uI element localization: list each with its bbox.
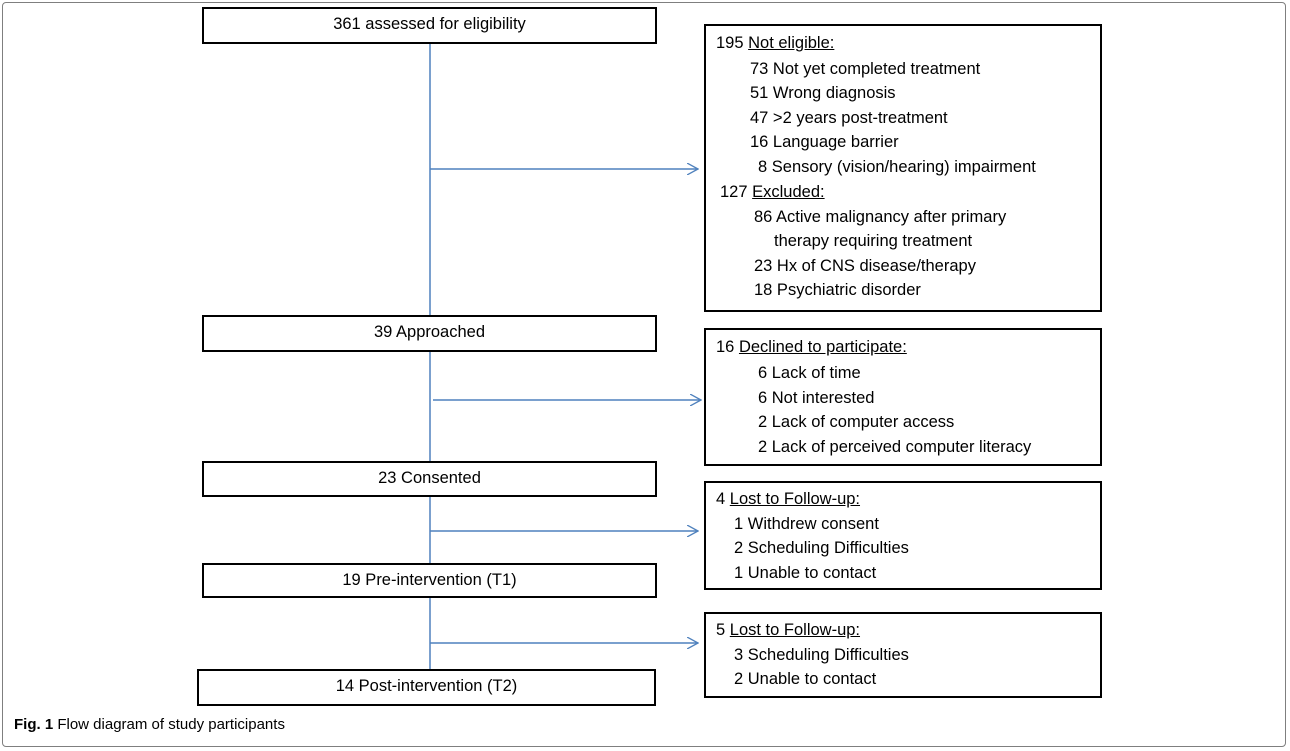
lost-followup-1-item: 2 Scheduling Difficulties [734, 539, 909, 557]
post-intervention-label: 14 Post-intervention (T2) [335, 677, 518, 695]
lost-followup-2-label: Lost to Follow-up: [729, 621, 861, 639]
consented-label: 23 Consented [378, 469, 481, 487]
not-eligible-item: 51 Wrong diagnosis [750, 84, 896, 102]
lost-followup-1-box: 4 Lost to Follow-up: 1 Withdrew consent … [704, 481, 1102, 590]
pre-intervention-box: 19 Pre-intervention (T1) [202, 563, 657, 598]
declined-count: 16 [716, 338, 735, 356]
lost-followup-2-count: 5 [716, 621, 726, 639]
figure-caption-text: Flow diagram of study participants [53, 716, 285, 733]
assessed-label: 361 assessed for eligibility [333, 15, 526, 33]
excluded-item: 23 Hx of CNS disease/therapy [754, 257, 976, 275]
not-eligible-heading: 195 Not eligible: [716, 32, 834, 55]
lost-followup-1-item: 1 Withdrew consent [734, 515, 879, 533]
not-eligible-item: 8 Sensory (vision/hearing) impairment [758, 158, 1036, 176]
lost-followup-2-heading: 5 Lost to Follow-up: [716, 619, 860, 642]
excluded-label: Excluded: [752, 183, 825, 201]
not-eligible-item: 73 Not yet completed treatment [750, 60, 981, 78]
excluded-count: 127 [720, 183, 748, 201]
excluded-item: 86 Active malignancy after primary [754, 208, 1007, 226]
approached-box: 39 Approached [202, 315, 657, 352]
declined-item: 2 Lack of perceived computer literacy [758, 438, 1032, 456]
declined-label: Declined to participate: [738, 338, 907, 356]
not-eligible-item: 16 Language barrier [750, 133, 899, 151]
declined-item: 6 Not interested [758, 389, 875, 407]
post-intervention-box: 14 Post-intervention (T2) [197, 669, 656, 706]
declined-heading: 16 Declined to participate: [716, 336, 907, 359]
declined-box: 16 Declined to participate: 6 Lack of ti… [704, 328, 1102, 466]
lost-followup-2-item: 2 Unable to contact [734, 670, 877, 688]
figure-number: Fig. 1 [14, 716, 54, 733]
not-eligible-count: 195 [716, 34, 744, 52]
lost-followup-1-heading: 4 Lost to Follow-up: [716, 488, 860, 511]
not-eligible-box: 195 Not eligible: 73 Not yet completed t… [704, 24, 1102, 312]
lost-followup-1-item: 1 Unable to contact [734, 564, 877, 582]
lost-followup-2-box: 5 Lost to Follow-up: 3 Scheduling Diffic… [704, 612, 1102, 698]
declined-item: 6 Lack of time [758, 364, 861, 382]
excluded-heading: 127 Excluded: [720, 181, 825, 204]
lost-followup-1-count: 4 [716, 490, 726, 508]
excluded-item: 18 Psychiatric disorder [754, 281, 921, 299]
pre-intervention-label: 19 Pre-intervention (T1) [342, 571, 517, 589]
not-eligible-label: Not eligible: [748, 34, 835, 52]
figure-caption: Fig. 1 Flow diagram of study participant… [14, 716, 285, 733]
not-eligible-item: 47 >2 years post-treatment [750, 109, 948, 127]
assessed-box: 361 assessed for eligibility [202, 7, 657, 44]
lost-followup-1-label: Lost to Follow-up: [729, 490, 861, 508]
excluded-item: therapy requiring treatment [774, 232, 973, 250]
consented-box: 23 Consented [202, 461, 657, 497]
approached-label: 39 Approached [373, 323, 485, 341]
declined-item: 2 Lack of computer access [758, 413, 955, 431]
lost-followup-2-item: 3 Scheduling Difficulties [734, 646, 909, 664]
